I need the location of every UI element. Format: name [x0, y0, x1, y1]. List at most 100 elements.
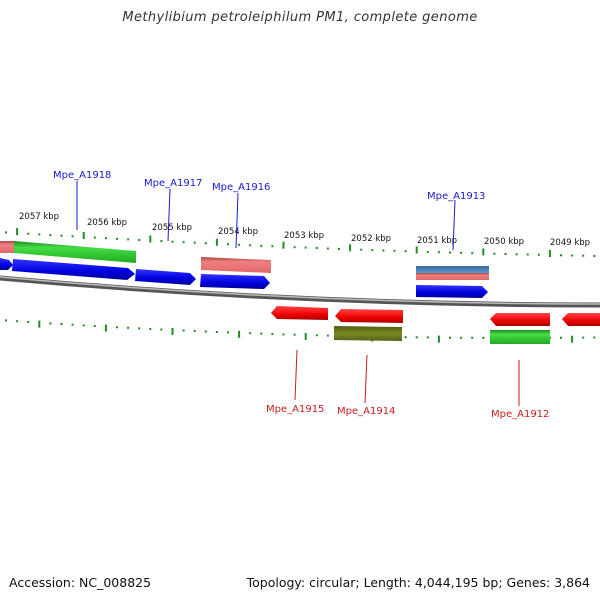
minor-tick: [160, 240, 163, 243]
minor-tick: [93, 236, 96, 239]
minor-tick: [304, 246, 307, 249]
gene-label[interactable]: Mpe_A1912: [491, 409, 549, 420]
minor-tick: [271, 333, 274, 335]
minor-tick: [182, 241, 185, 244]
minor-tick: [93, 325, 96, 327]
minor-tick: [27, 232, 30, 235]
cds-arrow[interactable]: [12, 259, 135, 280]
minor-tick: [104, 237, 107, 240]
cds-arrow[interactable]: [562, 313, 600, 326]
minor-tick: [404, 250, 407, 253]
cds-arrow[interactable]: [0, 258, 13, 270]
minor-tick: [449, 336, 451, 339]
minor-tick: [338, 247, 340, 250]
major-tick: [82, 232, 85, 239]
minor-tick: [227, 243, 229, 246]
cds-arrow[interactable]: [200, 274, 270, 289]
minor-tick: [271, 245, 274, 248]
minor-tick: [471, 336, 474, 339]
minor-tick: [49, 234, 52, 237]
cds-arrow[interactable]: [271, 306, 328, 320]
gene-feature-olive[interactable]: [334, 326, 402, 341]
minor-tick: [60, 234, 63, 237]
minor-tick: [571, 254, 574, 257]
minor-tick: [593, 336, 596, 339]
minor-tick: [5, 231, 7, 234]
major-tick: [548, 250, 551, 257]
major-tick: [215, 238, 218, 246]
major-tick: [16, 228, 19, 236]
minor-tick: [60, 323, 63, 325]
minor-tick: [116, 326, 118, 329]
forward-ruler-ticks: [5, 228, 596, 257]
ruler-label: 2051 kbp: [417, 236, 457, 246]
minor-tick: [426, 250, 429, 253]
minor-tick: [49, 322, 52, 325]
ruler-label: 2056 kbp: [87, 218, 127, 228]
minor-tick: [460, 251, 463, 254]
cds-arrow[interactable]: [490, 313, 550, 326]
major-tick: [304, 333, 307, 340]
reverse-ruler-ticks: [5, 319, 596, 343]
ruler-labels: 2057 kbp 2056 kbp 2055 kbp 2054 kbp 2053…: [19, 212, 590, 248]
minor-tick: [27, 320, 30, 323]
minor-tick: [460, 336, 463, 339]
cds-arrow[interactable]: [416, 285, 488, 298]
minor-tick: [71, 323, 74, 326]
minor-tick: [127, 326, 130, 329]
gene-feature-green[interactable]: [490, 330, 550, 344]
minor-tick: [293, 246, 296, 249]
ruler-label: 2050 kbp: [484, 237, 524, 247]
minor-tick: [360, 248, 363, 251]
forward-gene-labels: Mpe_A1918 Mpe_A1917 Mpe_A1916 Mpe_A1913: [53, 170, 485, 251]
minor-tick: [593, 254, 596, 257]
minor-tick: [38, 233, 41, 236]
minor-tick: [560, 336, 562, 339]
minor-tick: [249, 244, 252, 247]
minor-tick: [82, 324, 85, 327]
minor-tick: [293, 333, 296, 336]
minor-tick: [326, 334, 329, 337]
minor-tick: [326, 247, 329, 250]
minor-tick: [482, 336, 485, 339]
minor-tick: [560, 254, 562, 257]
genome-backbone: [0, 275, 600, 308]
reverse-features: [271, 306, 600, 344]
ruler-label: 2054 kbp: [218, 227, 258, 237]
genome-backbone-highlight: [0, 276, 600, 305]
minor-tick: [204, 242, 207, 245]
gene-feature-pink[interactable]: [201, 257, 271, 273]
gene-label[interactable]: Mpe_A1914: [337, 406, 395, 417]
minor-tick: [193, 330, 196, 332]
gene-label[interactable]: Mpe_A1916: [212, 182, 270, 193]
gene-label[interactable]: Mpe_A1917: [144, 178, 202, 189]
minor-tick: [149, 328, 152, 330]
minor-tick: [404, 336, 407, 339]
reverse-gene-labels: Mpe_A1915 Mpe_A1914 Mpe_A1912: [266, 349, 549, 420]
gene-label[interactable]: Mpe_A1913: [427, 191, 485, 202]
gene-feature-green[interactable]: [14, 241, 136, 263]
minor-tick: [471, 252, 474, 255]
major-tick: [238, 330, 241, 338]
accession-text: Accession: NC_008825: [9, 575, 152, 590]
cds-arrow[interactable]: [135, 269, 196, 285]
gene-label[interactable]: Mpe_A1915: [266, 404, 324, 415]
gene-label[interactable]: Mpe_A1918: [53, 170, 111, 181]
major-tick: [349, 244, 352, 252]
topology-text: Topology: circular; Length: 4,044,195 bp…: [246, 575, 590, 590]
gene-feature-pink[interactable]: [0, 241, 14, 253]
cds-arrow[interactable]: [335, 309, 403, 323]
gene-feature-steelblue[interactable]: [416, 266, 489, 273]
ruler-label: 2053 kbp: [284, 231, 324, 241]
minor-tick: [526, 253, 529, 256]
minor-tick: [382, 249, 385, 252]
minor-tick: [215, 331, 218, 333]
gene-feature-pink[interactable]: [416, 273, 489, 280]
minor-tick: [449, 251, 451, 254]
ruler-label: 2055 kbp: [152, 223, 192, 233]
major-tick: [38, 320, 41, 328]
minor-tick: [5, 319, 7, 322]
minor-tick: [160, 328, 163, 331]
major-tick: [171, 328, 174, 335]
